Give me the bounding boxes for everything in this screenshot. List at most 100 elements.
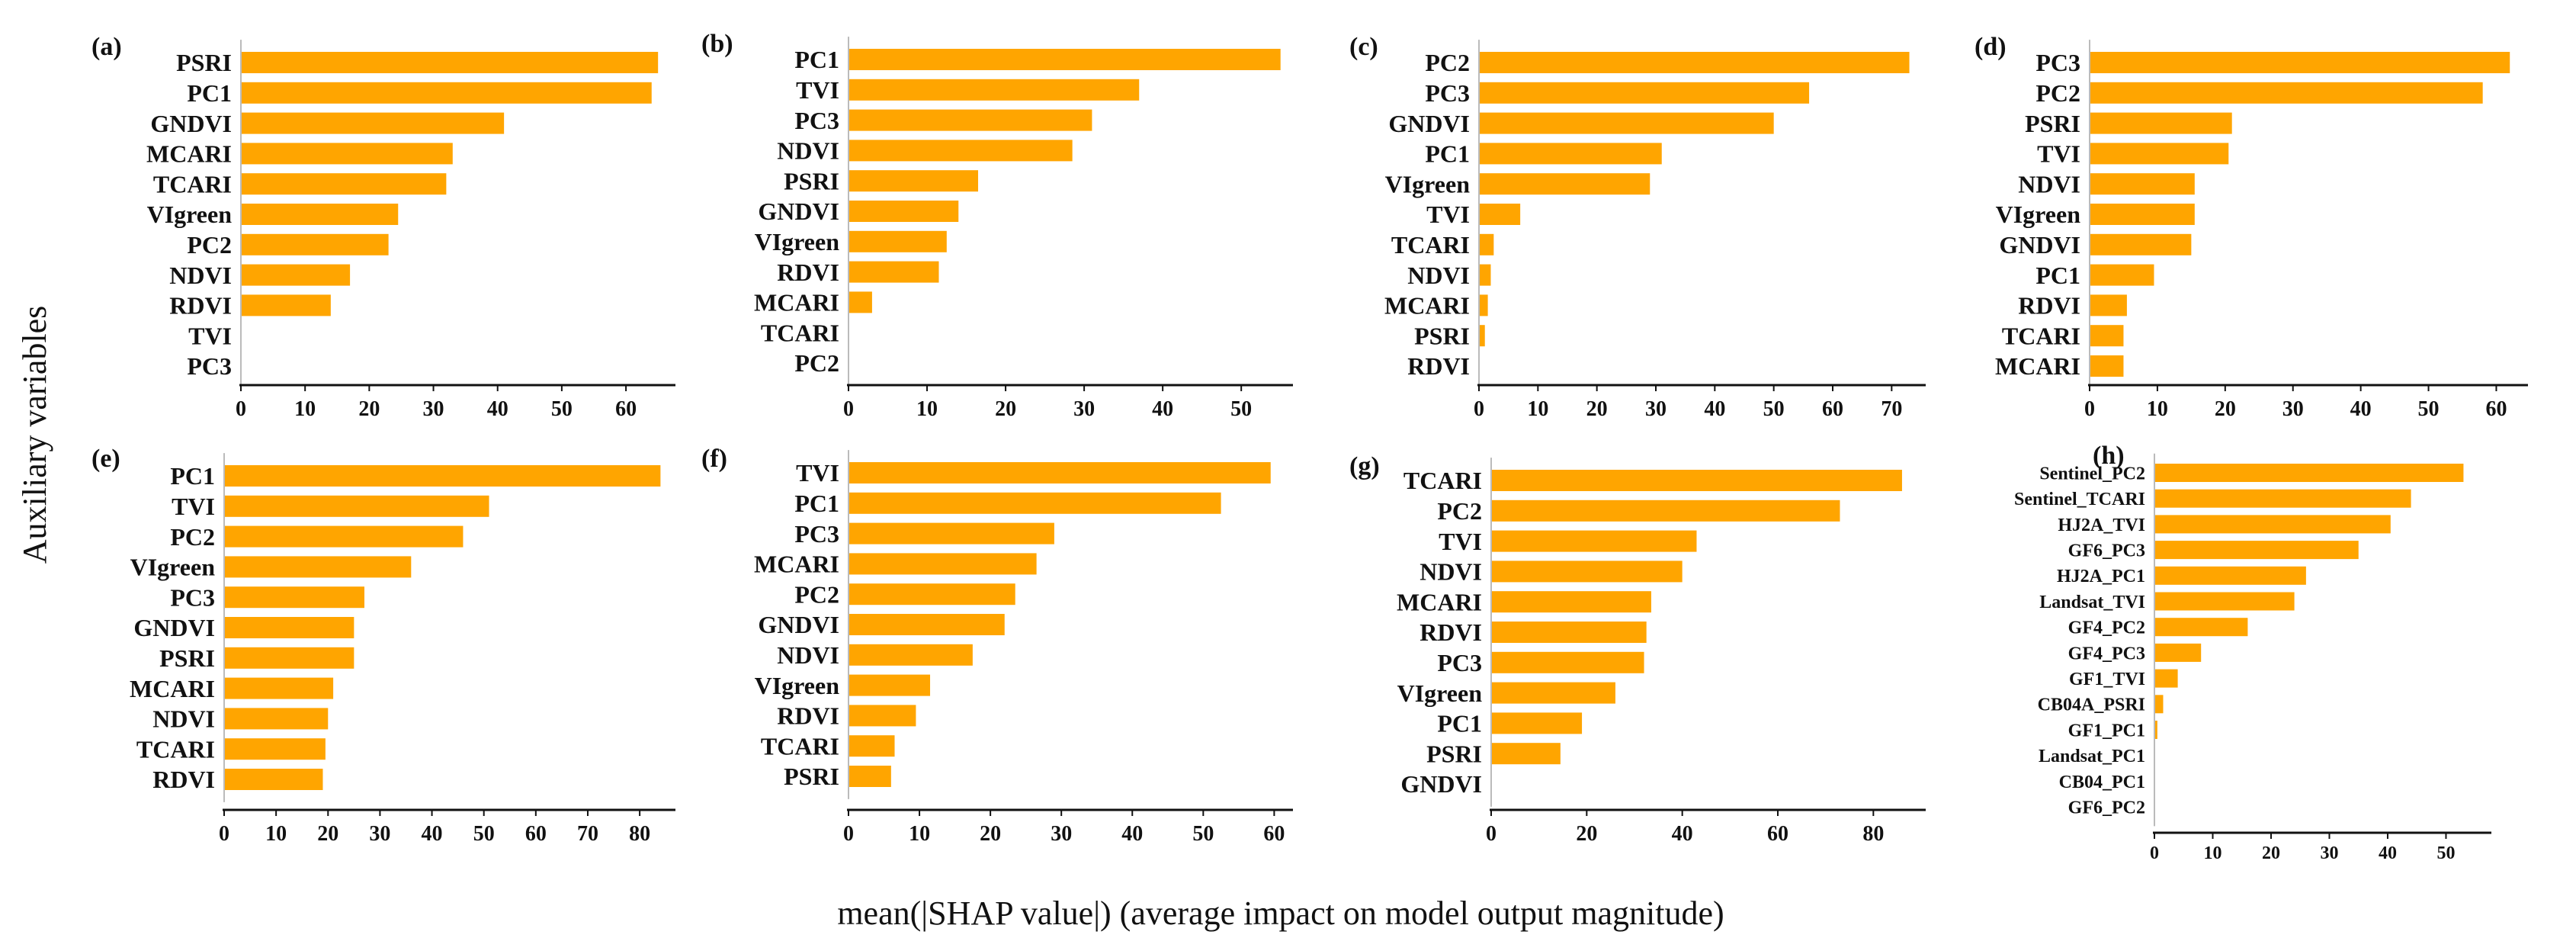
x-tick-label: 40 (1704, 397, 1725, 421)
x-tick-label: 0 (843, 822, 854, 846)
bar (1479, 233, 1494, 255)
bar (849, 201, 959, 222)
x-tick-label: 80 (1862, 822, 1884, 846)
bar (1491, 682, 1615, 704)
bar-label: GF4_PC2 (2068, 618, 2145, 638)
bar-label: TCARI (761, 732, 839, 760)
bar-label: GNDVI (1400, 770, 1482, 798)
x-tick-label: 50 (473, 822, 495, 846)
bar-label: TCARI (1403, 467, 1482, 494)
bar-label: CB04_PC1 (2059, 773, 2145, 792)
bar-label: RDVI (169, 292, 232, 320)
bar-label: TVI (2037, 140, 2080, 168)
bar-label: PC2 (1437, 497, 1482, 525)
bar (224, 769, 323, 790)
panel-label: (g) (1349, 452, 1380, 480)
bar (1491, 530, 1697, 552)
bar (241, 294, 331, 316)
bar-label: GF4_PC3 (2068, 644, 2145, 663)
bar-label: Sentinel_PC2 (2039, 464, 2145, 483)
bar (1491, 470, 1902, 491)
bar-label: PSRI (1426, 740, 1482, 767)
bar-label: HJ2A_TVI (2058, 516, 2145, 535)
bar-label: RDVI (152, 766, 215, 793)
bar (224, 525, 464, 548)
x-tick-label: 20 (358, 397, 380, 421)
bar-label: MCARI (1397, 588, 1482, 615)
x-tick-label: 60 (1767, 822, 1788, 846)
x-tick-label: 50 (2418, 397, 2440, 421)
bar-label: TCARI (2002, 322, 2080, 349)
bar (1479, 143, 1662, 165)
bar (849, 140, 1073, 162)
x-tick-label: 30 (423, 397, 444, 421)
bar (224, 586, 364, 609)
bar (1479, 325, 1485, 347)
bar-label: MCARI (754, 551, 839, 578)
bar-label: PC2 (794, 580, 839, 608)
bar (2154, 695, 2164, 714)
bar (224, 647, 354, 669)
bar-label: CB04A_PSRI (2038, 695, 2145, 715)
bar (849, 614, 1005, 635)
bar (241, 264, 351, 286)
bar (1479, 264, 1491, 286)
bar (849, 705, 916, 727)
bar-label: VIgreen (130, 554, 216, 581)
bar-label: TCARI (153, 170, 232, 198)
bar-label: MCARI (1995, 352, 2080, 380)
bar-label: VIgreen (1996, 201, 2081, 228)
bar-label: PSRI (176, 49, 232, 76)
bar (2090, 355, 2124, 377)
bar-label: NDVI (1407, 262, 1470, 289)
panel-label: (e) (91, 445, 120, 473)
x-tick-label: 30 (2282, 397, 2304, 421)
x-tick-label: 0 (236, 397, 246, 421)
bar (241, 82, 652, 104)
bar-label: NDVI (777, 137, 839, 165)
x-tick-label: 20 (2215, 397, 2236, 421)
bar (1479, 82, 1810, 104)
y-axis-title: Auxiliary variables (16, 306, 53, 564)
bar (2090, 112, 2232, 134)
panel-label: (f) (701, 445, 727, 473)
bar (1479, 52, 1910, 73)
bar (1479, 204, 1521, 225)
bar-label: PC3 (1425, 79, 1470, 107)
bar-label: GNDVI (758, 611, 839, 638)
bar-label: PC1 (794, 46, 839, 73)
x-tick-label: 50 (2436, 843, 2455, 863)
x-tick-label: 40 (1152, 397, 1173, 421)
x-tick-label: 20 (1586, 397, 1608, 421)
bar-label: TCARI (761, 319, 839, 346)
bar-label: GF6_PC3 (2068, 541, 2145, 561)
bar (849, 492, 1221, 514)
panel-7: (h)Sentinel_PC2 Sentinel_TCARI HJ2A_TVI GF6… (2014, 442, 2491, 863)
bar-label: PSRI (159, 644, 215, 672)
bar-label: PC2 (794, 349, 839, 377)
bar (2090, 173, 2195, 195)
bar (1491, 561, 1683, 583)
x-tick-label: 10 (265, 822, 287, 846)
x-tick-label: 0 (1486, 822, 1497, 846)
x-tick-label: 30 (2320, 843, 2338, 863)
bar-label: VIgreen (1397, 679, 1483, 707)
x-tick-label: 60 (615, 397, 637, 421)
bar (224, 556, 412, 578)
bar-label: RDVI (1407, 352, 1470, 380)
x-tick-label: 40 (2350, 397, 2372, 421)
panel-label: (c) (1349, 33, 1378, 61)
x-tick-label: 0 (219, 822, 229, 846)
x-tick-label: 40 (487, 397, 508, 421)
x-tick-label: 30 (369, 822, 390, 846)
bar (224, 495, 489, 517)
bar (1491, 591, 1651, 613)
bar (1491, 651, 1644, 673)
bar (849, 644, 973, 666)
bar-label: Landsat_TVI (2039, 593, 2145, 612)
bar (849, 583, 1015, 606)
bar-label: MCARI (130, 675, 215, 702)
